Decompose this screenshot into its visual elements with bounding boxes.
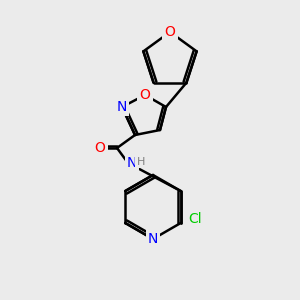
Text: N: N (127, 156, 137, 170)
Text: O: O (140, 88, 150, 102)
Text: O: O (94, 141, 105, 155)
Text: O: O (165, 25, 176, 39)
Text: Cl: Cl (189, 212, 202, 226)
Text: N: N (117, 100, 127, 114)
Text: N: N (148, 232, 158, 246)
Text: H: H (137, 157, 145, 167)
